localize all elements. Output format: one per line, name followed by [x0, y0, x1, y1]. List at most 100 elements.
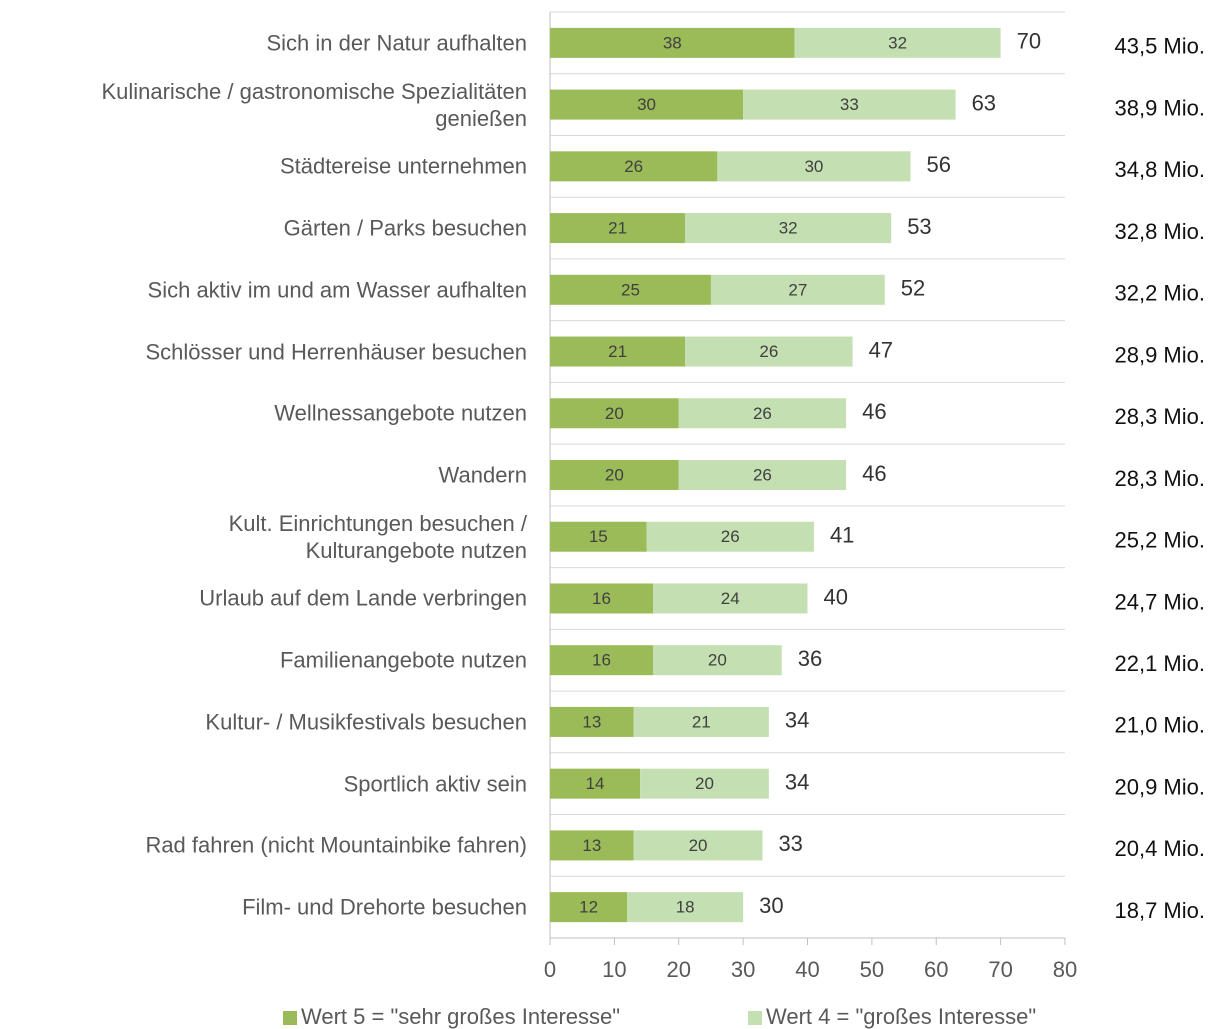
value-label: 32 — [779, 219, 798, 238]
category-label: Rad fahren (nicht Mountainbike fahren) — [145, 832, 527, 858]
legend-swatch — [748, 1011, 762, 1025]
category-label: Städtereise unternehmen — [279, 153, 527, 179]
bar-segment — [653, 645, 782, 676]
population-label: 28,9 Mio. — [1115, 342, 1206, 367]
value-label: 13 — [582, 836, 601, 855]
category-label: Wellnessangebote nutzen — [274, 400, 527, 426]
category-label: Wandern — [438, 462, 527, 488]
x-tick-label: 20 — [667, 957, 691, 982]
bar-segment — [717, 151, 911, 182]
bar-segment — [550, 706, 634, 737]
bar-segment — [550, 336, 686, 367]
total-label: 46 — [862, 399, 886, 424]
total-label: 63 — [972, 90, 996, 115]
bar-segment — [678, 460, 847, 490]
bar-segment — [550, 521, 647, 552]
population-label: 20,4 Mio. — [1115, 836, 1206, 861]
bar-segment — [678, 398, 847, 429]
x-tick-label: 80 — [1053, 957, 1077, 982]
population-label: 32,2 Mio. — [1115, 281, 1206, 306]
category-label: Film- und Drehorte besuchen — [242, 894, 527, 920]
x-tick-label: 60 — [924, 957, 948, 982]
bar-segment — [550, 27, 795, 58]
value-label: 12 — [579, 898, 598, 917]
bar-segment — [633, 706, 769, 737]
bar-segment — [550, 151, 718, 182]
total-label: 40 — [824, 584, 848, 609]
value-label: 16 — [592, 651, 611, 670]
value-label: 26 — [624, 157, 643, 176]
bar-segment — [685, 213, 892, 244]
value-label: 21 — [608, 219, 627, 238]
population-label: 25,2 Mio. — [1115, 528, 1206, 553]
value-label: 20 — [695, 774, 714, 793]
population-label: 20,9 Mio. — [1115, 774, 1206, 799]
category-label: Kulinarische / gastronomische Spezialitä… — [101, 78, 527, 131]
legend-swatch — [283, 1011, 297, 1025]
x-tick-label: 70 — [988, 957, 1012, 982]
bar-segment — [550, 274, 711, 305]
value-label: 26 — [721, 527, 740, 546]
bar-segment — [640, 768, 769, 799]
category-label: Kult. Einrichtungen besuchen / Kulturang… — [228, 510, 527, 563]
x-tick-label: 50 — [860, 957, 884, 982]
bar-segment — [550, 768, 641, 799]
bar-segment — [794, 27, 1001, 58]
total-label: 30 — [759, 893, 783, 918]
bar-segment — [550, 892, 628, 923]
bar-segment — [550, 645, 653, 676]
x-tick-label: 40 — [795, 957, 819, 982]
bar-segment — [550, 398, 679, 429]
population-label: 38,9 Mio. — [1115, 95, 1206, 120]
total-label: 47 — [869, 337, 893, 362]
population-label: 22,1 Mio. — [1115, 651, 1206, 676]
category-label: Kultur- / Musikfestivals besuchen — [205, 709, 527, 735]
value-label: 13 — [582, 712, 601, 731]
bar-segment — [710, 274, 885, 305]
value-label: 32 — [888, 33, 907, 52]
bar-segment — [653, 583, 808, 614]
legend-label: Wert 4 = "großes Interesse" — [766, 1004, 1036, 1029]
total-label: 70 — [1017, 29, 1041, 54]
population-label: 32,8 Mio. — [1115, 219, 1206, 244]
value-label: 14 — [586, 774, 605, 793]
value-label: 30 — [637, 95, 656, 114]
population-label: 28,3 Mio. — [1115, 466, 1206, 491]
category-label: Gärten / Parks besuchen — [283, 215, 527, 241]
total-label: 46 — [862, 461, 886, 486]
value-label: 33 — [840, 95, 859, 114]
x-tick-label: 0 — [544, 957, 556, 982]
value-label: 30 — [804, 157, 823, 176]
total-label: 34 — [785, 708, 809, 733]
bar-segment — [550, 213, 686, 244]
population-label: 21,0 Mio. — [1115, 713, 1206, 738]
value-label: 26 — [759, 342, 778, 361]
value-label: 26 — [753, 465, 772, 484]
value-label: 20 — [605, 404, 624, 423]
value-label: 21 — [608, 342, 627, 361]
value-label: 27 — [788, 280, 807, 299]
bar-segment — [550, 460, 679, 490]
population-label: 34,8 Mio. — [1115, 157, 1206, 182]
category-label: Schlösser und Herrenhäuser besuchen — [145, 339, 527, 365]
bar-segment — [550, 830, 634, 861]
bar-segment — [550, 583, 653, 614]
category-label: Sich in der Natur aufhalten — [266, 30, 528, 56]
category-label: Urlaub auf dem Lande verbringen — [199, 585, 527, 611]
category-label: Familienangebote nutzen — [279, 647, 527, 673]
total-label: 53 — [907, 214, 931, 239]
value-label: 18 — [676, 898, 695, 917]
bar-segment — [633, 830, 763, 861]
x-tick-label: 10 — [602, 957, 626, 982]
bar-segment — [743, 89, 956, 120]
total-label: 34 — [785, 769, 809, 794]
total-label: 52 — [901, 276, 925, 301]
bar-segment — [685, 336, 853, 367]
bar-segment — [627, 892, 744, 923]
value-label: 24 — [721, 589, 740, 608]
value-label: 20 — [605, 465, 624, 484]
value-label: 15 — [589, 527, 608, 546]
x-tick-label: 30 — [731, 957, 755, 982]
